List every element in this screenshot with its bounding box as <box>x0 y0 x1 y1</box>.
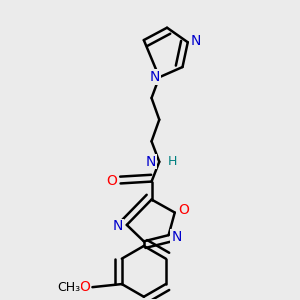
Text: O: O <box>106 174 117 188</box>
Text: O: O <box>178 203 189 217</box>
Text: N: N <box>113 220 123 233</box>
Text: N: N <box>149 70 160 84</box>
Text: H: H <box>168 155 177 168</box>
Text: O: O <box>79 280 90 294</box>
Text: N: N <box>146 155 156 169</box>
Text: CH₃: CH₃ <box>58 281 81 294</box>
Text: N: N <box>190 34 201 48</box>
Text: N: N <box>171 230 181 244</box>
